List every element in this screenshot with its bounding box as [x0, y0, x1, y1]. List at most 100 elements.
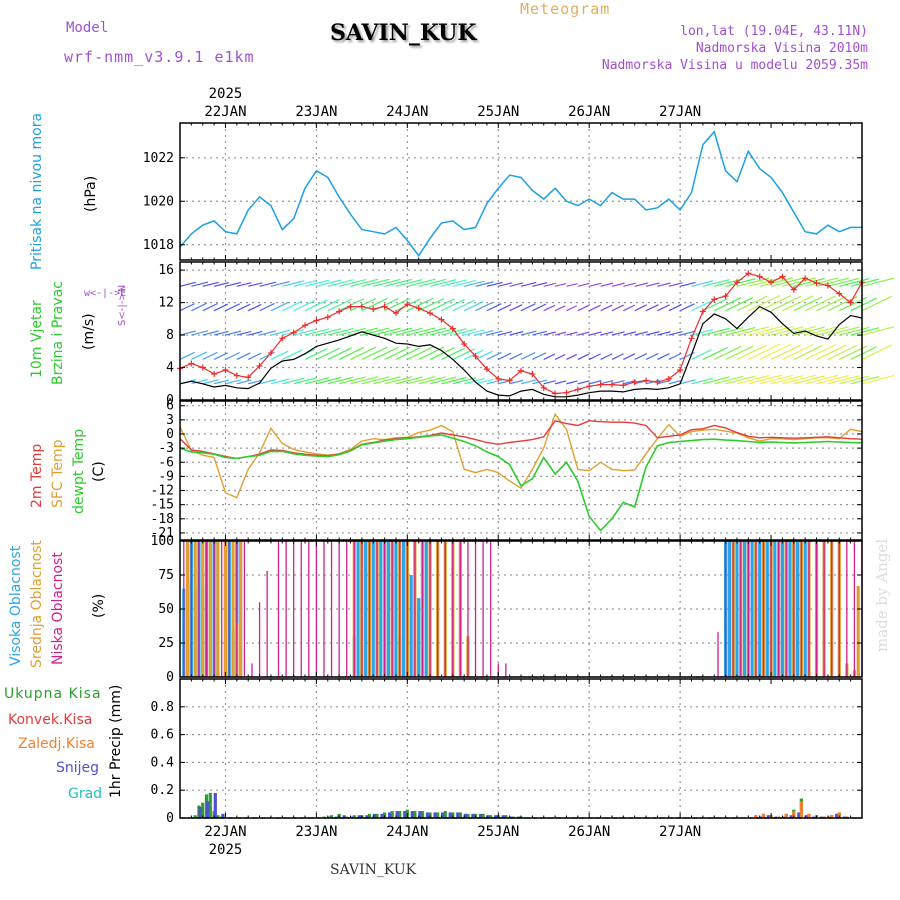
wind-speed-point	[427, 310, 434, 317]
wind-barb	[464, 329, 485, 336]
precip-bar-precip_total	[443, 811, 447, 818]
wind-barb	[589, 282, 602, 287]
wind-barb	[691, 300, 712, 312]
wind-barb	[395, 279, 423, 287]
y-tick-label: -18	[151, 512, 174, 527]
y-tick-label: 50	[158, 602, 174, 617]
wind-barb	[623, 282, 636, 287]
wind-barb	[861, 374, 895, 385]
temp2m-series	[179, 420, 863, 460]
wind-speed-point	[688, 335, 695, 342]
precip-bar-precip_total	[489, 815, 493, 818]
precip-bar-snow	[441, 812, 445, 818]
wind-barb	[270, 350, 289, 360]
wind-ylabel-1: 10m Vjetar	[29, 300, 45, 378]
wind-barb	[850, 297, 878, 312]
temp-ylabel-sfc: SFC Temp	[50, 439, 66, 508]
cloud-mid-bar	[231, 541, 235, 677]
wind-barb	[532, 303, 547, 312]
wind-barb	[520, 330, 537, 336]
precip-bar-precip_total	[398, 811, 402, 818]
wind-barb	[373, 376, 401, 385]
wind-barb	[736, 344, 768, 360]
wind-barb	[225, 351, 241, 360]
wind-barb	[191, 378, 209, 385]
wind-barb	[623, 331, 636, 336]
wind-barb	[418, 297, 445, 312]
wind-barb	[441, 298, 465, 312]
wind-barb	[668, 379, 683, 385]
wind-barb	[805, 374, 839, 385]
wind-barb-field	[179, 277, 895, 385]
wind-barb	[736, 326, 770, 336]
wind-barb	[714, 278, 744, 287]
wind-barb	[611, 282, 625, 287]
wind-barb	[498, 352, 512, 360]
wind-barb	[645, 352, 659, 360]
wind-barb	[293, 328, 317, 336]
wind-barb	[304, 377, 330, 385]
cloud-mid-bar	[223, 541, 228, 677]
wind-speed-point	[472, 353, 479, 360]
wind-barb	[827, 344, 858, 360]
wind-barb	[475, 302, 493, 312]
precip-bar-snow	[342, 815, 346, 818]
wind-barb	[361, 376, 390, 385]
wind-barb	[577, 304, 589, 312]
wind-barb	[634, 304, 648, 312]
wind-barb	[554, 305, 566, 312]
precip-bar-snow	[372, 813, 377, 818]
wind-compass-we: w<-|->E	[84, 288, 127, 299]
precip-bar-snow	[198, 806, 202, 818]
y-tick-label: 8	[166, 328, 174, 343]
wind-speed-point	[631, 379, 638, 386]
wind-speed-point	[847, 299, 854, 306]
wind-speed-point	[745, 270, 752, 277]
x-tick-label-top: 23JAN	[295, 104, 337, 120]
wind-speed-point	[824, 282, 831, 289]
pressure-unit: (hPa)	[83, 175, 99, 212]
x-tick-label-bottom: 24JAN	[386, 824, 428, 840]
wind-barb	[213, 379, 229, 385]
panel-frame-1	[179, 261, 863, 401]
y-tick-label: 1020	[143, 194, 174, 209]
wind-barb	[338, 376, 366, 385]
wind-speed-point	[790, 286, 797, 293]
precip-bar-precip_total	[504, 815, 508, 818]
precip-bar-snow	[448, 812, 452, 818]
wind-barb	[282, 300, 303, 312]
wind-barb	[805, 277, 839, 287]
wind-barb	[509, 304, 523, 312]
x-tick-label-bottom: 25JAN	[477, 824, 519, 840]
precip-bar-precip_total	[367, 813, 372, 818]
wind-barb	[839, 345, 868, 360]
wind-barb	[225, 379, 242, 385]
wind-speed-point	[347, 303, 354, 310]
precip-bar-precip_frozen	[792, 811, 796, 818]
wind-barb	[179, 281, 196, 287]
wind-speed-point	[608, 381, 615, 388]
wind-speed-point	[586, 383, 593, 390]
wind-barb	[441, 347, 465, 360]
wind-barb	[759, 343, 791, 360]
wind-barb	[702, 327, 730, 336]
wind-barb	[418, 327, 447, 336]
pressure-ylabel: Pritisak na nivou mora	[29, 112, 45, 270]
wind-speed-point	[279, 335, 286, 342]
cloud-mid-bar	[185, 541, 190, 677]
wind-barb	[191, 351, 208, 360]
wind-barb	[793, 375, 825, 385]
wind-barb	[236, 282, 252, 287]
cloud-high-bar	[750, 541, 754, 677]
wind-barb	[839, 296, 868, 312]
wind-barb	[395, 347, 421, 360]
wind-barb	[566, 331, 578, 336]
wind-barb	[736, 374, 770, 385]
precip-bar-precip_total	[383, 812, 387, 818]
wind-barb	[395, 327, 423, 336]
wind-barb	[418, 278, 447, 287]
y-tick-label: 0	[166, 393, 174, 408]
wind-speed-point	[756, 273, 763, 280]
wind-speed-point	[483, 366, 490, 373]
wind-barb	[384, 376, 413, 385]
